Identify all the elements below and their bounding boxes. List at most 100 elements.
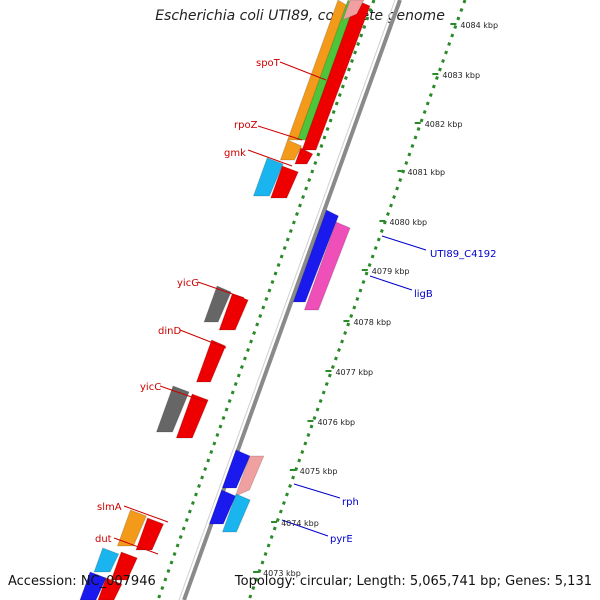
gene-label-slmA: slmA	[97, 502, 122, 513]
left-track-tick	[200, 475, 205, 480]
accession-text: Accession: NC_007946	[8, 574, 156, 589]
left-track-tick	[285, 237, 290, 242]
right-track-tick	[434, 75, 439, 81]
label-leader-lines	[113, 61, 427, 555]
left-track-tick	[282, 245, 287, 251]
gene-dinD	[195, 339, 227, 383]
right-track-tick	[438, 67, 442, 72]
leader-line-spoT	[279, 61, 327, 81]
right-track-tick	[266, 543, 271, 548]
gene-label-spoT: spoT	[256, 58, 281, 69]
right-track-tick	[285, 492, 289, 497]
left-track-tick	[227, 398, 232, 404]
gene-yicC	[155, 385, 190, 433]
scale-label: 4079 kbp	[372, 267, 410, 276]
left-track-tick	[187, 509, 192, 514]
right-track-tick	[410, 143, 415, 149]
scale-label: 4074 kbp	[281, 519, 319, 528]
gene-ligB	[303, 221, 351, 311]
left-track-tick	[184, 517, 189, 523]
right-track-tick	[459, 7, 464, 13]
left-track-tick	[325, 126, 330, 132]
left-track-tick	[206, 458, 211, 463]
gene-rph-blue	[221, 449, 251, 489]
gene-pyrE	[221, 493, 251, 533]
leader-line-gmk	[247, 149, 293, 167]
right-track-tick	[281, 500, 286, 506]
right-track-tick	[321, 390, 326, 395]
gene-rpoZ	[279, 139, 303, 161]
leader-line-pyrE	[281, 519, 329, 537]
left-track-tick	[252, 330, 257, 336]
right-track-tick	[355, 296, 360, 302]
gene-yicG	[203, 285, 232, 323]
gene-label-pyrE: pyrE	[330, 534, 353, 545]
left-track-tick	[270, 279, 275, 285]
leader-line-UTI89_C4192	[381, 235, 427, 251]
left-track-tick	[215, 432, 220, 438]
left-track-tick	[331, 109, 336, 115]
gene-rph	[234, 455, 265, 497]
gene-dut-red	[110, 551, 138, 581]
left-track-tick	[301, 194, 306, 200]
right-track-tick	[324, 381, 329, 387]
right-track-tick	[309, 424, 314, 429]
left-track-tick	[371, 0, 376, 4]
backbone-highlight	[178, 0, 396, 600]
right-track-tick	[395, 186, 400, 191]
left-track-tick	[307, 177, 312, 183]
gene-spoT-red	[301, 0, 371, 151]
left-track-tick	[279, 254, 284, 259]
left-track-tick	[359, 33, 364, 38]
gene-gmk	[252, 157, 284, 197]
right-track-tick	[254, 577, 259, 582]
left-track-tick	[310, 169, 315, 174]
gene-label-dut: dut	[95, 534, 112, 545]
left-track-tick	[169, 560, 174, 565]
right-track-tick	[340, 339, 345, 344]
gene-label-dinD: dinD	[158, 326, 181, 337]
gene-label-yicC: yicC	[140, 382, 161, 393]
gene-label-gmk: gmk	[224, 148, 246, 159]
scale-label: 4075 kbp	[300, 467, 338, 476]
left-track-tick	[157, 594, 162, 599]
left-track-tick	[258, 313, 263, 319]
gene-pyrE-blue	[208, 489, 237, 525]
leader-line-yicG	[197, 281, 245, 299]
leader-line-ligB	[369, 275, 413, 291]
left-track-tick	[276, 262, 281, 268]
left-track-tick	[249, 339, 254, 344]
right-track-tick	[431, 84, 436, 89]
right-track-tick	[297, 458, 302, 463]
right-track-tick	[447, 41, 452, 47]
right-track-tick	[349, 313, 354, 319]
left-track-tick	[172, 551, 177, 557]
left-track-tick	[203, 466, 208, 472]
left-track-tick	[236, 373, 241, 378]
left-track-tick	[347, 67, 351, 72]
left-track-tick	[239, 364, 244, 370]
left-track-tick	[194, 492, 198, 497]
left-track-tick	[181, 526, 186, 531]
right-track-tick	[425, 101, 430, 106]
right-track-tick	[312, 415, 317, 421]
left-track-tick	[224, 407, 229, 412]
left-track-tick	[273, 271, 278, 276]
left-track-tick	[328, 118, 333, 123]
right-track-tick	[419, 118, 424, 123]
gene-labels: spoT rpoZ gmk yicG dinD yicC slmA dut UTI89_C419…	[95, 58, 497, 545]
right-track-tick	[453, 24, 458, 30]
left-track-tick	[353, 50, 358, 55]
left-track-tick	[221, 415, 226, 421]
scale-label: 4080 kbp	[389, 218, 427, 227]
left-track-tick	[362, 24, 367, 30]
right-track-tick	[333, 356, 338, 361]
right-track-tick	[260, 560, 265, 565]
scale-label: 4081 kbp	[407, 168, 445, 177]
right-track-tick	[248, 594, 253, 599]
leader-line-slmA	[123, 505, 169, 523]
gene-slmA	[116, 509, 148, 547]
left-track-tick	[322, 135, 327, 140]
left-track-tick	[178, 534, 183, 540]
left-track-tick	[175, 543, 180, 548]
